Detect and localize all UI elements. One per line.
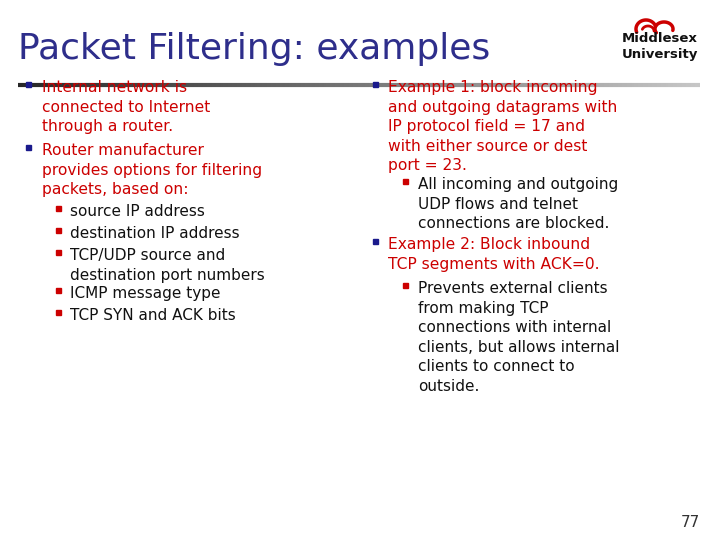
Bar [55, 309, 60, 314]
Bar [372, 239, 377, 244]
Bar [25, 82, 30, 86]
Text: Example 2: Block inbound
TCP segments with ACK=0.: Example 2: Block inbound TCP segments wi… [388, 237, 600, 272]
Text: All incoming and outgoing
UDP flows and telnet
connections are blocked.: All incoming and outgoing UDP flows and … [418, 177, 618, 231]
Bar [402, 179, 408, 184]
Text: ICMP message type: ICMP message type [70, 286, 220, 301]
Bar [372, 82, 377, 86]
Bar [25, 145, 30, 150]
Text: Example 1: block incoming
and outgoing datagrams with
IP protocol field = 17 and: Example 1: block incoming and outgoing d… [388, 80, 617, 173]
Text: destination IP address: destination IP address [70, 226, 240, 241]
Text: TCP/UDP source and
destination port numbers: TCP/UDP source and destination port numb… [70, 248, 265, 282]
Bar [402, 282, 408, 287]
Bar [55, 206, 60, 211]
Bar [55, 227, 60, 233]
Text: Internal network is
connected to Internet
through a router.: Internal network is connected to Interne… [42, 80, 210, 134]
Text: Middlesex
University: Middlesex University [622, 32, 698, 61]
Text: TCP SYN and ACK bits: TCP SYN and ACK bits [70, 308, 235, 323]
Text: source IP address: source IP address [70, 204, 205, 219]
Text: Router manufacturer
provides options for filtering
packets, based on:: Router manufacturer provides options for… [42, 143, 262, 197]
Text: 77: 77 [680, 515, 700, 530]
Bar [55, 287, 60, 293]
Text: Packet Filtering: examples: Packet Filtering: examples [18, 32, 490, 66]
Text: Prevents external clients
from making TCP
connections with internal
clients, but: Prevents external clients from making TC… [418, 281, 619, 394]
Bar [55, 249, 60, 254]
